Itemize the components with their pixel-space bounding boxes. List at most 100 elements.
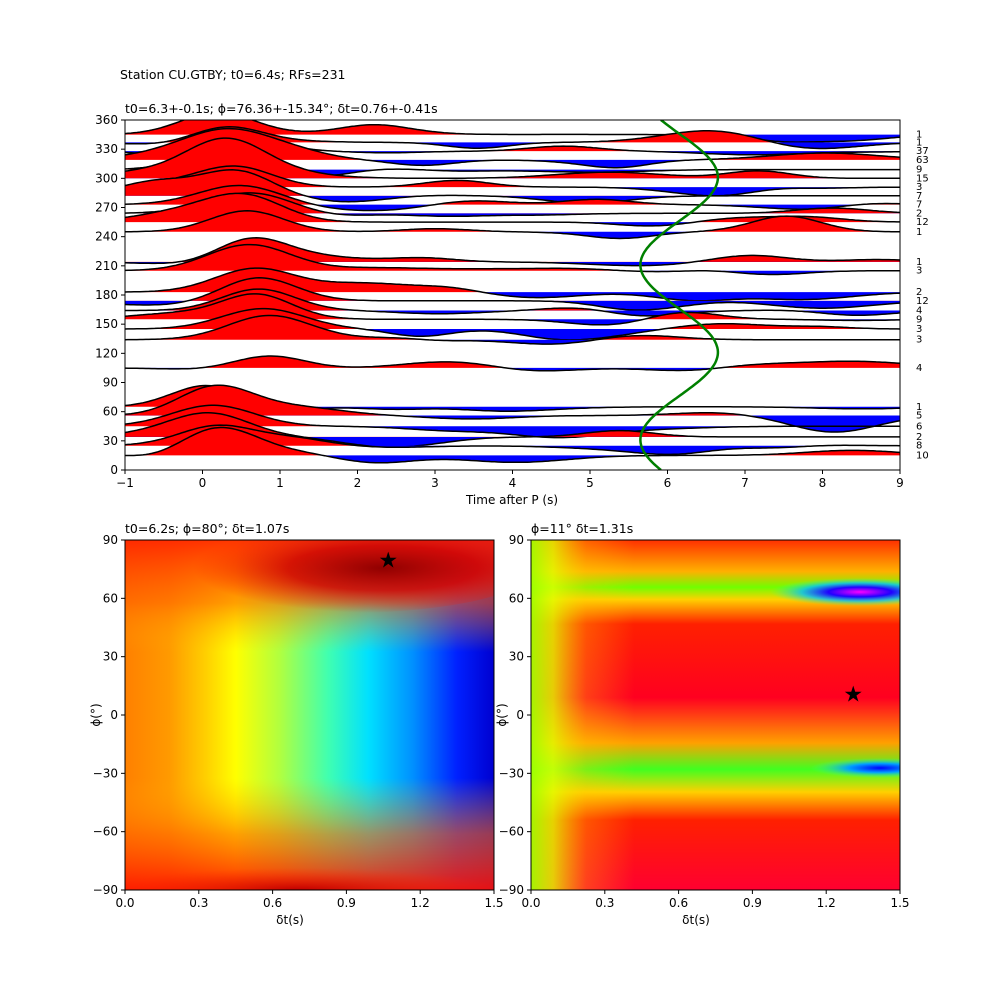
energy-y-tick-label: 60 xyxy=(103,591,118,605)
rf-y-tick-label: 120 xyxy=(95,346,118,360)
rf-trace-line xyxy=(125,426,900,464)
energy-map-right: ϕ=11° δt=1.31s 0.0 0.3 0.6 0.9 1.2 1.5 −90 −60 −… xyxy=(495,521,910,927)
rf-trace-line xyxy=(125,237,900,267)
rf-panel: t0=6.3+-0.1s; ϕ=76.36+-15.34°; δt=0.76+-… xyxy=(95,101,929,507)
rf-trace-positive-fill xyxy=(125,268,900,293)
rf-trace-count: 6 xyxy=(916,421,922,432)
rf-trace-count: 37 xyxy=(916,146,929,157)
rf-x-tick-label: 0 xyxy=(199,476,207,490)
rf-trace-count: 12 xyxy=(916,296,929,307)
rf-y-tick-label: 240 xyxy=(95,230,118,244)
rf-trace-line xyxy=(125,293,900,326)
rf-y-tick-label: 330 xyxy=(95,142,118,156)
rf-trace-positive-fill xyxy=(125,315,900,340)
energy-y-tick-label: 0 xyxy=(516,708,524,722)
rf-trace-count: 9 xyxy=(916,165,922,176)
best-fit-star-left: ★ xyxy=(378,548,398,573)
energy-y-tick-label: −60 xyxy=(499,825,524,839)
rf-y-tick-label: 150 xyxy=(95,317,118,331)
rf-trace-count: 1 xyxy=(916,227,922,238)
energy-map-left-y-label: ϕ(°) xyxy=(89,703,103,726)
rf-trace-line xyxy=(125,184,900,212)
rf-delay-curve xyxy=(639,120,720,470)
rf-trace xyxy=(125,314,900,345)
energy-x-tick-label: 1.5 xyxy=(890,896,909,910)
energy-map-right-x-label: δt(s) xyxy=(682,913,710,927)
rf-trace-count: 3 xyxy=(916,182,922,193)
rf-trace-negative-fill xyxy=(125,415,900,432)
rf-x-tick-label: −1 xyxy=(116,476,134,490)
rf-trace-count: 10 xyxy=(916,450,929,461)
rf-trace-line xyxy=(125,404,900,439)
rf-trace-line xyxy=(125,137,900,180)
rf-trace-positive-fill xyxy=(125,210,900,232)
energy-x-tick-label: 0.9 xyxy=(337,896,356,910)
rf-trace-count: 1 xyxy=(916,257,922,268)
rf-trace-line xyxy=(125,424,900,456)
rf-trace-negative-fill xyxy=(125,329,900,340)
rf-y-tick-label: 180 xyxy=(95,288,118,302)
rf-trace-line xyxy=(125,412,900,448)
rf-trace-count: 1 xyxy=(916,137,922,148)
rf-trace-positive-fill xyxy=(125,308,900,330)
rf-trace-positive-fill xyxy=(125,293,900,320)
rf-y-tick-label: 90 xyxy=(103,376,118,390)
rf-trace-negative-fill xyxy=(125,292,900,301)
energy-x-tick-label: 0.0 xyxy=(115,896,134,910)
rf-x-tick-label: 2 xyxy=(354,476,362,490)
rf-trace-line xyxy=(125,192,900,227)
rf-trace xyxy=(125,243,900,276)
rf-trace-negative-fill xyxy=(125,426,900,438)
rf-x-tick-label: 1 xyxy=(276,476,284,490)
rf-trace-line xyxy=(125,355,900,372)
rf-trace-count: 4 xyxy=(916,363,922,374)
rf-trace-line xyxy=(125,243,900,276)
energy-x-tick-label: 0.3 xyxy=(189,896,208,910)
rf-trace-positive-fill xyxy=(125,244,900,271)
rf-trace-negative-fill xyxy=(125,204,900,211)
rf-trace-negative-fill xyxy=(125,455,900,463)
rf-axes-ticks: −1 0 1 2 3 4 5 6 7 8 90306090120150180210240270300… xyxy=(95,113,904,490)
energy-y-tick-label: 30 xyxy=(509,650,524,664)
rf-trace-line xyxy=(125,169,900,204)
energy-y-tick-label: −90 xyxy=(93,883,118,897)
rf-y-tick-label: 0 xyxy=(110,463,118,477)
energy-y-tick-label: −60 xyxy=(93,825,118,839)
rf-trace-positive-fill xyxy=(125,193,900,223)
rf-x-tick-label: 9 xyxy=(896,476,904,490)
rf-y-tick-label: 360 xyxy=(95,113,118,127)
rf-trace-negative-fill xyxy=(125,151,900,155)
rf-trace xyxy=(125,355,900,372)
rf-trace xyxy=(125,237,900,267)
rf-trace xyxy=(125,127,900,169)
rf-trace-line xyxy=(125,314,900,345)
rf-trace-line xyxy=(125,120,900,143)
energy-y-tick-label: −90 xyxy=(499,883,524,897)
energy-y-tick-label: 60 xyxy=(509,591,524,605)
rf-trace-count: 63 xyxy=(916,155,929,166)
rf-trace xyxy=(125,210,900,240)
energy-map-right-field xyxy=(531,540,900,890)
rf-trace-line xyxy=(125,165,900,197)
rf-x-tick-label: 4 xyxy=(509,476,517,490)
rf-trace-negative-fill xyxy=(125,187,900,196)
rf-trace-count: 2 xyxy=(916,287,922,298)
rf-x-tick-label: 3 xyxy=(431,476,439,490)
rf-x-tick-label: 6 xyxy=(664,476,672,490)
energy-x-tick-label: 1.2 xyxy=(411,896,430,910)
rf-trace-positive-fill xyxy=(125,237,900,262)
rf-trace xyxy=(125,192,900,227)
rf-trace-line xyxy=(125,288,900,317)
rf-trace xyxy=(125,426,900,464)
rf-plot-area xyxy=(125,120,900,470)
rf-x-axis-label: Time after P (s) xyxy=(465,493,558,507)
rf-trace xyxy=(125,307,900,341)
rf-trace-negative-fill xyxy=(125,445,900,455)
energy-y-tick-label: 0 xyxy=(110,708,118,722)
rf-y-tick-label: 300 xyxy=(95,171,118,185)
rf-y-tick-label: 60 xyxy=(103,405,118,419)
rf-trace-count: 9 xyxy=(916,314,922,325)
energy-y-tick-label: 30 xyxy=(103,650,118,664)
rf-trace-count: 3 xyxy=(916,335,922,346)
